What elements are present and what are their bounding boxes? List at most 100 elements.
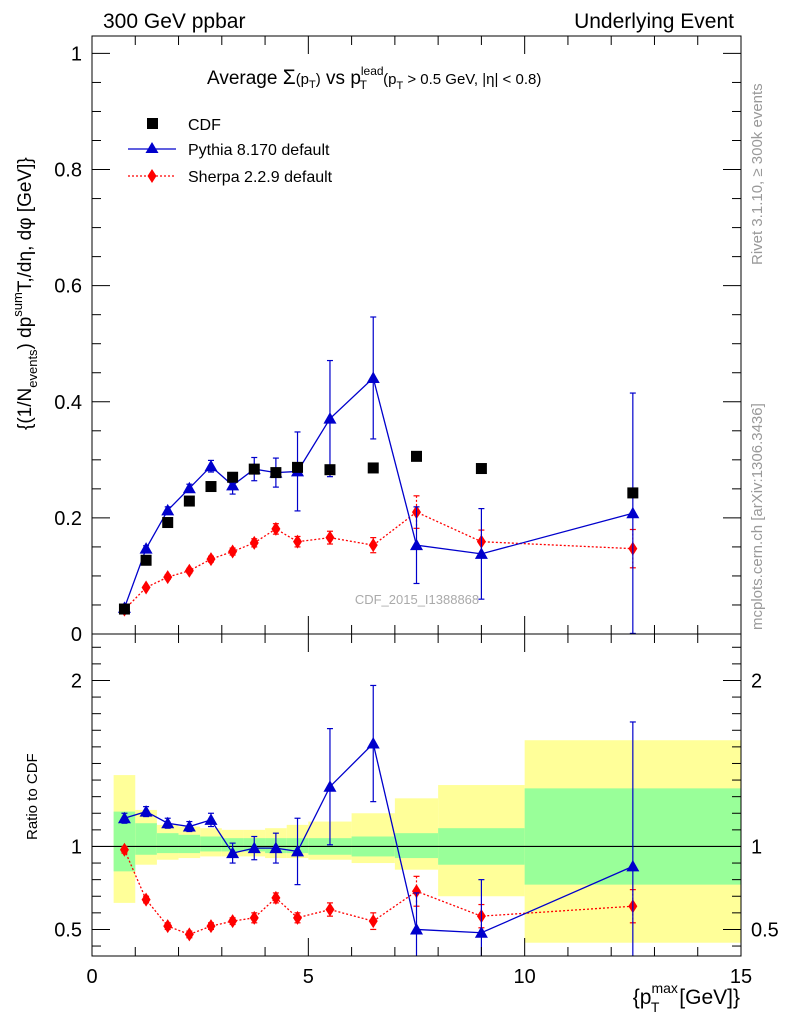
legend: CDF Pythia 8.170 default Sherpa 2.2.9 de… xyxy=(128,117,333,186)
sherpa-ratio-point xyxy=(228,914,238,929)
cdf-point xyxy=(627,487,639,499)
y-tick-label: 1 xyxy=(71,836,82,858)
y-tick-label-right: 0.5 xyxy=(751,919,779,941)
sherpa-ratio-point xyxy=(249,910,259,925)
cdf-point xyxy=(183,495,195,507)
pythia-point xyxy=(474,547,488,559)
sherpa-ratio-point xyxy=(325,902,335,917)
sherpa-point xyxy=(228,544,238,559)
cdf-point xyxy=(411,450,422,462)
y-tick-label: 0.8 xyxy=(54,160,82,182)
pythia-point xyxy=(204,459,218,472)
sherpa-ratio-point xyxy=(368,914,378,929)
y-tick-label-right: 2 xyxy=(751,670,762,692)
sherpa-point xyxy=(325,530,335,545)
cdf-point xyxy=(270,467,282,479)
sherpa-point xyxy=(271,521,281,536)
legend-pythia-label: Pythia 8.170 default xyxy=(188,142,330,159)
mcplots-label: mcplots.cern.ch [arXiv:1306.3436] xyxy=(749,403,766,630)
sherpa-ratio-point xyxy=(119,842,129,857)
legend-cdf-marker xyxy=(147,118,158,129)
y-tick-label: 0.4 xyxy=(54,392,82,414)
sherpa-point xyxy=(249,535,259,550)
cdf-point xyxy=(162,517,174,529)
legend-pythia-marker xyxy=(145,142,159,153)
x-tick-label: 10 xyxy=(514,966,536,988)
ratio-panel: 0 5 10 15 0.5 0.5 1 1 2 2 Ratio to CDF {pmax T [Ge… xyxy=(24,633,779,1015)
x-tick-label: 15 xyxy=(730,966,752,988)
pythia-ratio-point xyxy=(182,820,196,832)
pythia-ratio-point xyxy=(291,844,305,857)
sherpa-ratio-point xyxy=(412,884,421,899)
pythia-point xyxy=(226,478,240,491)
x-tick-label: 5 xyxy=(303,966,314,988)
pythia-point xyxy=(161,503,175,516)
ratio-xlabel: {pmax T [GeV]} xyxy=(633,980,740,1015)
pythia-ratio-point xyxy=(117,811,131,824)
inner-uncertainty-band xyxy=(200,836,222,852)
pythia-ratio-point xyxy=(269,841,283,854)
pythia-ratio-point xyxy=(410,922,423,935)
cdf-point xyxy=(292,461,304,473)
pythia-point xyxy=(323,412,337,424)
cdf-point xyxy=(227,471,239,483)
inner-uncertainty-band xyxy=(156,833,179,854)
main-ylabel: {(1/Nevents) dpsumT,/dη, dφ [GeV]} xyxy=(10,157,40,430)
main-panel: 0 0.2 0.4 0.6 0.8 1 CDF_2015_I1388868 Average… xyxy=(10,35,742,646)
sherpa-ratio-point xyxy=(206,919,216,934)
sherpa-ratio-point xyxy=(293,910,303,925)
sherpa-ratio-point xyxy=(163,919,173,934)
pythia-point xyxy=(410,538,423,551)
inner-uncertainty-band xyxy=(113,811,136,872)
pythia-point xyxy=(182,481,196,494)
legend-cdf-label: CDF xyxy=(188,117,221,134)
ratio-axes: 0 5 10 15 0.5 0.5 1 1 2 2 xyxy=(54,634,779,988)
analysis-watermark: CDF_2015_I1388868 xyxy=(355,592,479,607)
y-tick-label: 0.5 xyxy=(54,919,82,941)
ratio-marks xyxy=(92,684,741,956)
cdf-point xyxy=(475,463,487,475)
pythia-ratio-point xyxy=(139,805,153,817)
main-axes: 0 0.2 0.4 0.6 0.8 1 xyxy=(54,36,742,646)
ratio-bands xyxy=(113,740,741,943)
pythia-ratio-point xyxy=(323,780,337,792)
inner-uncertainty-band xyxy=(178,834,201,854)
pythia-point xyxy=(139,542,153,554)
sherpa-point xyxy=(206,552,216,567)
cdf-point xyxy=(324,464,336,476)
sherpa-ratio-point xyxy=(141,892,151,907)
y-tick-label: 0.2 xyxy=(54,508,82,530)
pythia-ratio-point xyxy=(626,859,640,872)
legend-sherpa-label: Sherpa 2.2.9 default xyxy=(188,169,333,186)
legend-sherpa-marker xyxy=(147,169,157,183)
header-right-label: Underlying Event xyxy=(574,10,734,33)
sherpa-ratio-point xyxy=(271,890,281,905)
sherpa-point xyxy=(293,534,303,549)
rivet-version-label: Rivet 3.1.10, ≥ 300k events xyxy=(749,83,766,265)
pythia-ratio-point xyxy=(474,926,488,938)
sherpa-point xyxy=(368,538,378,553)
pythia-ratio-point xyxy=(247,841,261,854)
pythia-ratio-point xyxy=(204,813,218,825)
main-marks xyxy=(117,316,640,635)
y-tick-label: 1 xyxy=(71,43,82,65)
y-tick-label-right: 1 xyxy=(751,836,762,858)
pythia-point xyxy=(626,506,640,519)
y-tick-label: 0 xyxy=(71,624,82,646)
sherpa-point xyxy=(163,570,173,585)
pythia-ratio-point xyxy=(161,816,175,829)
cdf-point xyxy=(367,462,379,474)
ratio-ylabel: Ratio to CDF xyxy=(24,753,41,840)
main-title: Average Σ(pT) vs plead T (pT > 0.5 GeV, |… xyxy=(207,64,541,92)
sherpa-point xyxy=(141,580,151,595)
cdf-point xyxy=(248,463,260,475)
y-tick-label: 2 xyxy=(71,670,82,692)
cdf-point xyxy=(118,603,130,615)
sherpa-ratio-point xyxy=(184,927,194,942)
pythia-point xyxy=(366,371,380,383)
header-left-label: 300 GeV ppbar xyxy=(103,10,245,33)
pythia-line xyxy=(123,376,634,609)
ratio-frame xyxy=(91,633,742,957)
sherpa-point xyxy=(184,563,194,578)
